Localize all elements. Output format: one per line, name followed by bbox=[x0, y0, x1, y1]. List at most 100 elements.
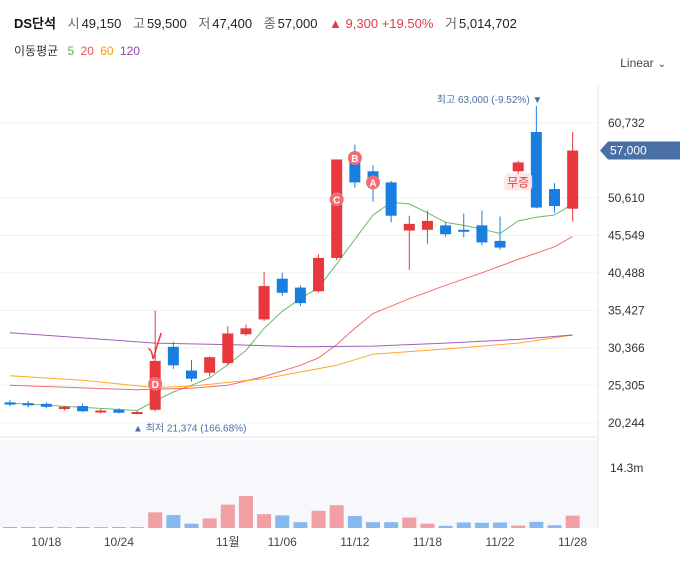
ma-60-line bbox=[9, 334, 573, 389]
candle-body bbox=[131, 412, 143, 415]
volume-panel-value: 5,014,702 bbox=[50, 447, 104, 461]
event-marker-circle bbox=[329, 192, 344, 207]
volume-bar bbox=[93, 527, 108, 528]
candle-body bbox=[22, 403, 34, 406]
candle-body bbox=[349, 160, 361, 183]
price-header: DS단석 시 49,150 고 59,500 저 47,400 종 57,000 ▲ 9… bbox=[14, 13, 525, 32]
close-value: 57,000 bbox=[277, 16, 318, 31]
volume-bar bbox=[438, 525, 453, 528]
open-label: 시 bbox=[67, 16, 80, 31]
scale-mode-label: Linear bbox=[620, 56, 654, 70]
x-tick-label: 11/28 bbox=[558, 535, 587, 549]
volume-bar bbox=[547, 525, 562, 528]
candle-body bbox=[440, 225, 452, 235]
volume-bar bbox=[238, 496, 253, 528]
candle-body bbox=[476, 225, 488, 243]
volume-bar bbox=[130, 527, 145, 528]
change-percent: +19.50% bbox=[381, 16, 434, 31]
event-marker-label: A bbox=[369, 178, 376, 189]
volume-bar bbox=[511, 525, 526, 528]
chevron-down-icon: ⌄ bbox=[657, 59, 666, 70]
candle-body bbox=[512, 162, 524, 172]
stock-title: DS단석 bbox=[14, 16, 56, 31]
y-tick-label: 45,549 bbox=[608, 228, 645, 242]
volume-bar bbox=[3, 527, 17, 528]
candle-body bbox=[331, 159, 343, 258]
candle-body bbox=[530, 132, 542, 208]
ma-legend-5: 5 bbox=[67, 44, 75, 58]
volume-bar bbox=[184, 523, 199, 528]
event-marker-label: D bbox=[152, 380, 159, 391]
volume-bar bbox=[366, 522, 380, 528]
volume-bar bbox=[329, 505, 344, 528]
min-price-annotation: ▲ 최저 21,374 (166.68%) bbox=[133, 422, 246, 434]
candle-body bbox=[149, 360, 161, 410]
scale-mode-dropdown[interactable]: Linear ⌄ bbox=[620, 56, 666, 70]
candle-body bbox=[258, 286, 270, 320]
candle-body bbox=[113, 409, 125, 413]
y-tick-label: 40,488 bbox=[608, 266, 645, 280]
candle-body bbox=[403, 223, 415, 231]
candle-body bbox=[385, 182, 397, 216]
x-tick-label: 11월 bbox=[216, 535, 240, 549]
candle-body bbox=[58, 406, 70, 410]
volume-max-tick: 14.3m bbox=[610, 461, 643, 475]
x-tick-label: 10/24 bbox=[104, 535, 134, 549]
volume-header-value: 5,014,702 bbox=[459, 16, 517, 31]
volume-bar bbox=[257, 514, 272, 528]
open-value: 49,150 bbox=[81, 16, 122, 31]
event-text-label: 무증 bbox=[507, 175, 529, 189]
event-marker-circle bbox=[366, 175, 380, 190]
volume-panel-title: 거래량 5,014,702 bbox=[14, 445, 104, 462]
candle-body bbox=[549, 189, 560, 207]
high-value: 59,500 bbox=[146, 16, 187, 31]
y-tick-label: 50,610 bbox=[608, 191, 645, 205]
volume-bar bbox=[474, 522, 489, 528]
change-value: 9,300 bbox=[345, 16, 379, 31]
moving-average-legend[interactable]: 이동평균 5 20 60 120 bbox=[14, 42, 146, 59]
x-tick-label: 10/18 bbox=[31, 535, 61, 549]
volume-bar bbox=[529, 521, 544, 528]
volume-bar bbox=[21, 527, 36, 528]
volume-bar bbox=[347, 516, 362, 528]
candle-body bbox=[186, 370, 197, 379]
volume-bar bbox=[39, 527, 54, 528]
candle-body bbox=[4, 402, 16, 405]
volume-bar bbox=[456, 522, 471, 528]
change-up-icon: ▲ bbox=[329, 16, 342, 31]
candle-body bbox=[313, 257, 325, 292]
volume-bar bbox=[57, 527, 72, 528]
candle-body bbox=[367, 171, 379, 178]
candle-body bbox=[276, 278, 288, 293]
current-price-tag bbox=[600, 141, 680, 160]
max-price-annotation: 최고 63,000 (-9.52%) ▼ bbox=[437, 94, 543, 106]
ma-5-line bbox=[9, 201, 573, 412]
y-tick-label: 60,732 bbox=[608, 116, 645, 130]
volume-bar bbox=[493, 522, 508, 528]
candle-body bbox=[167, 346, 179, 366]
candle-body bbox=[222, 333, 234, 364]
volume-bar bbox=[166, 515, 181, 528]
candle-body bbox=[204, 357, 216, 373]
ma-legend-60: 60 bbox=[100, 44, 114, 58]
y-tick-label: 30,366 bbox=[608, 341, 645, 355]
x-tick-label: 11/12 bbox=[340, 535, 369, 549]
event-text-box bbox=[504, 173, 533, 191]
candle-body bbox=[95, 410, 107, 413]
candle-body bbox=[77, 406, 89, 412]
event-marker-circle bbox=[148, 376, 163, 391]
close-label: 종 bbox=[263, 16, 276, 31]
low-label: 저 bbox=[198, 16, 211, 31]
candle-body bbox=[40, 403, 52, 407]
high-label: 고 bbox=[132, 16, 145, 31]
volume-bar bbox=[384, 522, 399, 528]
volume-bar bbox=[402, 517, 417, 528]
ma-legend-120: 120 bbox=[119, 44, 140, 58]
volume-bar bbox=[275, 515, 290, 528]
event-marker-label: C bbox=[333, 195, 340, 206]
volume-bar bbox=[565, 515, 580, 528]
y-tick-label: 35,427 bbox=[608, 303, 645, 317]
candle-body bbox=[567, 150, 579, 209]
y-tick-label: 25,305 bbox=[608, 378, 645, 392]
